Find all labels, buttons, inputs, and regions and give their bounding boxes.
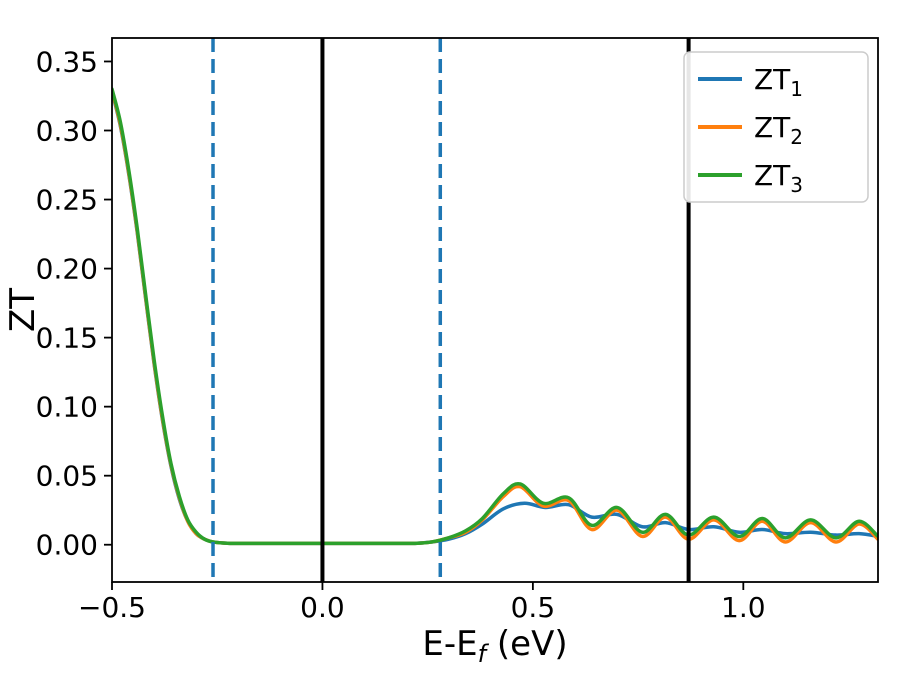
x-tick-label: 0.0 <box>300 591 345 624</box>
zt3-curve <box>112 87 878 546</box>
x-axis-label: E-Ef (eV) <box>422 624 567 668</box>
x-tick-label: 0.5 <box>511 591 556 624</box>
legend-entry-zt1: ZT1 <box>698 63 803 101</box>
legend-entry-zt2: ZT2 <box>698 111 803 149</box>
y-tick-label: 0.20 <box>36 253 98 286</box>
curves-group <box>112 87 878 546</box>
x-tick-label: −0.5 <box>78 591 146 624</box>
axes-frame <box>111 37 879 583</box>
y-tick-label: 0.00 <box>36 529 98 562</box>
y-tick-label: 0.35 <box>36 45 98 78</box>
legend-label: ZT3 <box>754 159 803 197</box>
legend-entry-zt3: ZT3 <box>698 159 803 197</box>
y-tick-label: 0.30 <box>36 115 98 148</box>
y-tick-label: 0.15 <box>36 322 98 355</box>
legend-label: ZT2 <box>754 111 803 149</box>
legend-box <box>683 51 869 203</box>
y-tick-label: 0.25 <box>36 184 98 217</box>
x-tick-label: 1.0 <box>721 591 766 624</box>
y-axis-label: ZT <box>3 288 43 332</box>
legend-label: ZT1 <box>754 63 803 101</box>
y-tick-label: 0.05 <box>36 460 98 493</box>
legend: ZT1 ZT2 ZT3 <box>683 51 869 203</box>
y-tick-label: 0.10 <box>36 391 98 424</box>
